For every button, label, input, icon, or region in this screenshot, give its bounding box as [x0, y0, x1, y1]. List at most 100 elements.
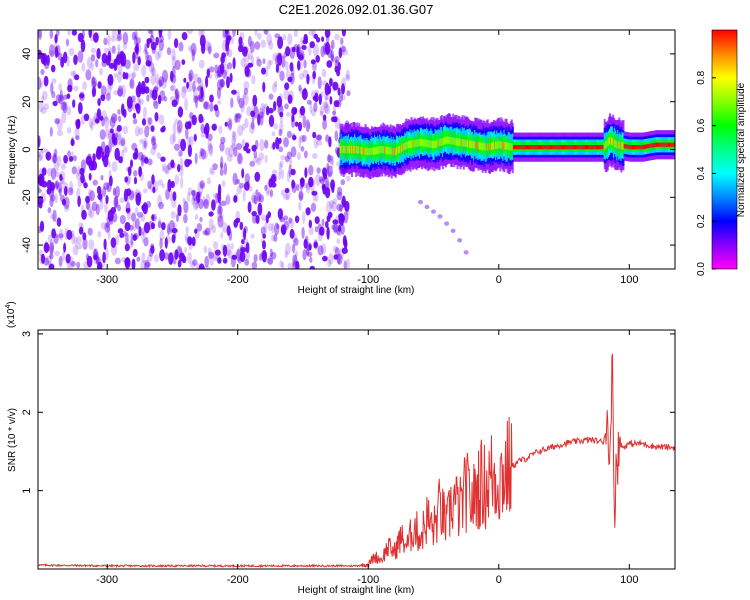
heatmap-cell — [267, 254, 274, 266]
heatmap-track-core — [500, 141, 503, 149]
heatmap-cell — [158, 79, 163, 88]
heatmap-cell — [317, 223, 322, 230]
heatmap-cell — [329, 77, 333, 87]
heatmap-cell — [153, 98, 158, 107]
heatmap-cell — [198, 263, 205, 269]
heatmap-cell — [326, 30, 332, 37]
heatmap-cell — [242, 93, 247, 100]
heatmap-cell — [135, 192, 141, 206]
heatmap-cell — [111, 243, 118, 256]
heatmap-cell — [245, 242, 250, 254]
heatmap-cell — [194, 202, 200, 209]
heatmap-cell — [331, 184, 335, 194]
heatmap-cell — [87, 188, 92, 202]
heatmap-cell — [43, 75, 49, 87]
heatmap-cell — [212, 163, 218, 171]
heatmap-cell — [43, 103, 49, 110]
heatmap-track-core — [438, 139, 441, 147]
heatmap-track-core — [410, 140, 413, 148]
heatmap-arc-cell — [424, 204, 430, 210]
heatmap-track-core — [584, 145, 587, 150]
heatmap-cell — [172, 222, 177, 229]
heatmap-cell — [288, 217, 293, 224]
heatmap-cell — [279, 260, 284, 268]
heatmap-cell — [333, 227, 338, 234]
heatmap-cell — [328, 136, 332, 148]
heatmap-cell — [38, 175, 42, 182]
heatmap-cell — [56, 30, 60, 37]
heatmap-cell — [59, 174, 63, 181]
heatmap-cell — [74, 74, 80, 81]
heatmap-cell — [299, 178, 305, 184]
heatmap-cell — [141, 205, 147, 213]
heatmap-cell — [144, 76, 150, 84]
heatmap-track-core — [547, 145, 550, 150]
heatmap-cell — [293, 30, 298, 38]
x-tick-label: -300 — [96, 574, 118, 586]
heatmap-cell — [276, 52, 283, 60]
heatmap-cell — [80, 114, 86, 125]
heatmap-cell — [111, 45, 116, 54]
heatmap-cell — [308, 30, 314, 36]
heatmap-track-core — [436, 139, 439, 148]
heatmap-cell — [240, 247, 247, 253]
heatmap-cell — [180, 251, 185, 261]
heatmap-cell — [303, 87, 307, 96]
heatmap-cell — [208, 211, 214, 217]
heatmap-track-core — [497, 141, 500, 149]
colorbar: 0.0 0.2 0.4 0.6 0.8 Normalized spectral ampl… — [696, 29, 747, 276]
heatmap-cell — [140, 214, 146, 222]
heatmap-track-core — [351, 145, 353, 154]
heatmap-cell — [97, 231, 102, 238]
heatmap-cell — [171, 99, 178, 107]
x-tick-label: -200 — [227, 574, 249, 586]
heatmap-cell — [38, 249, 43, 257]
heatmap-cell — [267, 257, 273, 265]
heatmap-arc-cell — [437, 214, 443, 219]
heatmap-cell — [117, 30, 121, 35]
heatmap-cell — [314, 226, 319, 233]
heatmap-cell — [236, 178, 240, 185]
heatmap-track-core — [589, 145, 592, 150]
heatmap-cell — [59, 89, 63, 102]
heatmap-cell — [336, 238, 341, 245]
heatmap-cell — [70, 138, 75, 146]
heatmap-cell — [77, 165, 81, 177]
x-tick-label: -100 — [357, 574, 379, 586]
heatmap-cell — [277, 36, 284, 49]
heatmap-cell — [224, 121, 228, 127]
heatmap-cell — [203, 198, 210, 210]
heatmap-cell — [61, 251, 66, 262]
heatmap-cell — [230, 242, 234, 250]
heatmap-cell — [78, 222, 83, 229]
heatmap-arc-cell — [457, 238, 463, 243]
heatmap-track-core — [483, 143, 486, 151]
heatmap-cell — [283, 194, 289, 200]
heatmap-cell — [117, 228, 124, 234]
heatmap-cell — [291, 114, 295, 122]
heatmap-cell — [151, 67, 157, 77]
heatmap-cell — [279, 93, 283, 103]
heatmap-track-core — [343, 145, 346, 154]
heatmap-cell — [169, 134, 176, 145]
heatmap-cell — [329, 200, 335, 209]
heatmap-track-core — [461, 139, 464, 147]
heatmap-cell — [127, 72, 131, 79]
heatmap-cell — [343, 260, 347, 269]
heatmap-cell — [302, 69, 309, 79]
heatmap-track-core — [570, 145, 573, 150]
heatmap-track-core — [534, 145, 537, 150]
heatmap-cell — [149, 89, 154, 99]
heatmap-cell — [291, 182, 298, 194]
heatmap-cell — [268, 40, 274, 51]
heatmap-cell — [271, 83, 278, 93]
heatmap-cell — [101, 53, 108, 64]
heatmap-track-core — [401, 144, 404, 152]
heatmap-cell — [140, 227, 145, 236]
heatmap-track-core — [382, 146, 385, 154]
heatmap-cell — [49, 44, 55, 58]
heatmap-cell — [151, 137, 156, 143]
heatmap-cell — [244, 142, 250, 149]
svg-text:(x104): (x104) — [5, 301, 17, 328]
heatmap-cell — [78, 226, 84, 235]
